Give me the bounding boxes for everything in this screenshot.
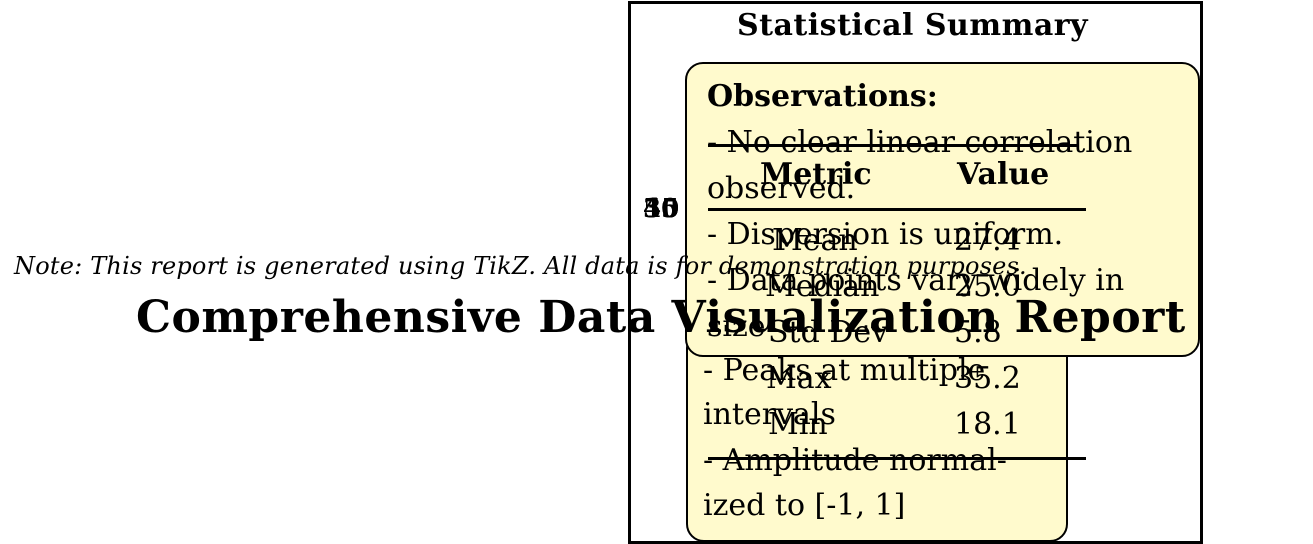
statistical-summary-title: Statistical Summary xyxy=(736,8,1089,43)
table-top-rule-overlay xyxy=(708,144,1078,147)
table-header-rule-overlay xyxy=(708,208,1086,211)
axis-tick-label: 45 xyxy=(643,194,680,224)
report-title: Comprehensive Data Visualization Report xyxy=(136,292,1186,343)
table-cell-metric-overlay: Median xyxy=(765,269,880,304)
table-cell-value-overlay: 27.4 xyxy=(954,223,1021,258)
axis-tick-label: 40 xyxy=(643,194,680,224)
axis-tick-label: 35 xyxy=(643,194,680,224)
secondary-note-line: ized to [-1, 1] xyxy=(703,488,906,523)
table-cell-metric-overlay: Mean xyxy=(772,223,858,258)
table-cell-metric: Min xyxy=(768,407,828,442)
observations-title: Observations: xyxy=(707,79,938,114)
secondary-note-line: intervals xyxy=(703,397,836,432)
observation-line: - Dispersion is uniform. xyxy=(707,217,1064,252)
table-cell-metric: Max xyxy=(766,361,832,396)
secondary-note-line: - Peaks at multiple xyxy=(703,353,986,388)
table-cell-value-overlay: 5.8 xyxy=(954,315,1002,350)
observation-line: size xyxy=(707,309,766,344)
table-cell-metric-overlay: Std Dev xyxy=(768,315,889,350)
statistical-summary-frame xyxy=(628,1,1203,544)
observation-line: observed. xyxy=(707,171,856,206)
table-header-value-overlay: Value xyxy=(957,157,1050,192)
table-bottom-rule xyxy=(708,457,1086,460)
table-header-metric-overlay: Metric xyxy=(760,157,872,192)
observation-line: - No clear linear correlation xyxy=(707,125,1133,160)
axis-tick-label: 50 xyxy=(643,194,680,224)
table-cell-value-overlay: 25.0 xyxy=(954,269,1021,304)
table-cell-value: 35.2 xyxy=(954,361,1021,396)
observation-line: - Data points vary widely in xyxy=(707,263,1125,298)
secondary-note-line: - Amplitude normal- xyxy=(703,443,1007,478)
table-cell-value: 18.1 xyxy=(954,407,1021,442)
report-footnote: Note: This report is generated using Tik… xyxy=(14,252,1027,280)
